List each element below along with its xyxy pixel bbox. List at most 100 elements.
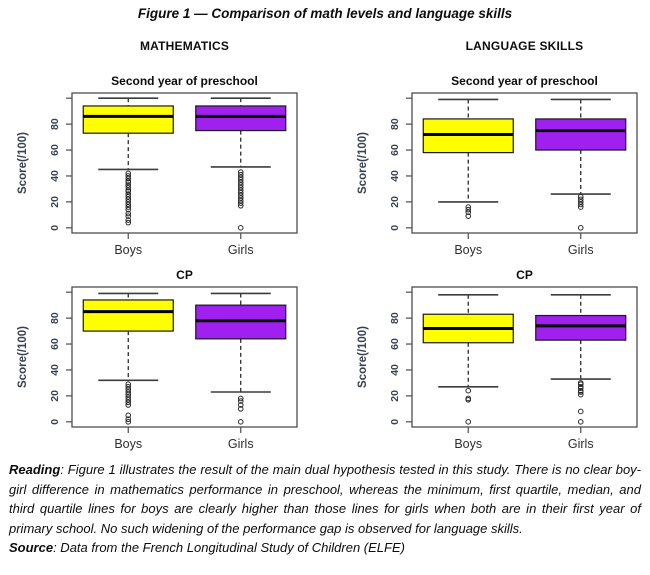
outlier-point [577, 408, 584, 415]
outlier-point [577, 419, 584, 425]
outlier-point [577, 389, 584, 395]
subplot-title: Second year of preschool [451, 74, 598, 88]
y-tick-label: 20 [389, 390, 401, 402]
plot-frame [71, 92, 298, 234]
y-tick-label: 80 [389, 312, 401, 324]
outlier-point [125, 386, 132, 393]
outlier-point [125, 394, 132, 400]
iqr-box-girls [535, 118, 627, 151]
figure-title: Figure 1 — Comparison of math levels and… [137, 6, 513, 21]
outlier-point [237, 202, 244, 209]
outlier-point [125, 389, 132, 395]
outlier-point [577, 199, 584, 205]
outlier-point [237, 200, 244, 206]
reading-paragraph: Reading: Figure 1 illustrates the result… [9, 460, 641, 538]
outlier-point [465, 396, 472, 403]
plot-frame [411, 92, 638, 234]
category-label-girls: Girls [568, 437, 594, 451]
outlier-point [237, 395, 244, 402]
outlier-point [577, 381, 584, 388]
outlier-point [465, 213, 472, 219]
plot-frame [411, 286, 638, 428]
outlier-point [125, 416, 132, 423]
subplot-title: CP [176, 268, 193, 282]
iqr-box-boys [82, 105, 174, 134]
boxplot-svg: CP 0 20 40 60 80 Score(/100) Boys Girls [357, 268, 638, 451]
subplot-title: CP [516, 268, 533, 282]
y-tick-label: 20 [49, 196, 61, 208]
iqr-box-boys [82, 299, 174, 332]
outlier-point [125, 170, 132, 177]
outlier-point [237, 406, 244, 412]
y-axis-title: Score(/100) [357, 132, 369, 194]
outlier-point [237, 192, 244, 199]
outlier-point [237, 171, 244, 178]
outlier-point [125, 182, 132, 188]
y-tick-label: 20 [49, 390, 61, 402]
outlier-point [125, 175, 132, 182]
outlier-point [465, 387, 472, 394]
y-axis-title: Score(/100) [17, 132, 29, 194]
outlier-point [125, 384, 132, 390]
iqr-box-girls [195, 105, 287, 132]
y-tick-label: 60 [49, 338, 61, 350]
outlier-point [125, 412, 132, 419]
outlier-point [237, 419, 244, 425]
y-tick-label: 40 [389, 170, 401, 182]
y-axis-title: Score(/100) [17, 326, 29, 388]
y-tick-label: 80 [49, 118, 61, 130]
y-tick-label: 40 [389, 364, 401, 376]
outlier-point [237, 225, 244, 231]
outlier-point [465, 204, 472, 210]
outlier-point [125, 184, 132, 191]
outlier-point [577, 196, 584, 203]
outlier-point [237, 398, 244, 404]
outlier-point [125, 179, 132, 186]
outlier-point [237, 187, 244, 194]
source-text: : Data from the French Longitudinal Stud… [53, 540, 405, 555]
outlier-point [237, 174, 244, 181]
outlier-point [237, 179, 244, 186]
source-label: Source [9, 540, 54, 555]
category-label-girls: Girls [228, 437, 254, 451]
boxplot-language-preschool: Second year of preschool 0 20 40 60 80 Score(/… [352, 71, 642, 263]
boxplot-svg: Second year of preschool 0 20 40 60 80 Score(/… [17, 74, 298, 257]
outlier-point [237, 197, 244, 204]
outlier-point [125, 191, 132, 197]
y-tick-label: 60 [49, 144, 61, 156]
outlier-point [237, 169, 244, 175]
reading-text: : Figure 1 illustrates the result of the… [9, 462, 641, 536]
subplot-title: Second year of preschool [111, 74, 258, 88]
outlier-point [125, 204, 132, 210]
y-tick-label: 60 [389, 144, 401, 156]
boxplot-mathematics-preschool: Second year of preschool 0 20 40 60 80 Score(/… [12, 71, 302, 263]
y-tick-label: 0 [389, 419, 401, 425]
outlier-point [237, 182, 244, 188]
outlier-point [125, 173, 132, 179]
outlier-point [577, 193, 584, 200]
plot-frame [71, 286, 298, 428]
outlier-point [577, 391, 584, 398]
outlier-point [577, 204, 584, 210]
y-tick-label: 0 [49, 419, 61, 425]
y-tick-label: 0 [389, 225, 401, 231]
outlier-point [237, 177, 244, 183]
boxplot-language-cp: CP 0 20 40 60 80 Score(/100) Boys Girls [352, 265, 642, 457]
y-axis-title: Score(/100) [357, 326, 369, 388]
outlier-point [125, 402, 132, 408]
category-label-girls: Girls [228, 243, 254, 257]
outlier-point [577, 225, 584, 231]
outlier-point [125, 206, 132, 213]
outlier-point [237, 195, 244, 201]
boxplot-svg: Second year of preschool 0 20 40 60 80 Score(/… [357, 74, 638, 257]
reading-label: Reading [9, 462, 61, 477]
outlier-point [125, 217, 132, 223]
outlier-point [237, 402, 244, 408]
y-tick-label: 40 [49, 364, 61, 376]
outlier-point [125, 196, 132, 203]
outlier-point [125, 399, 132, 406]
iqr-box-girls [535, 314, 627, 341]
source-paragraph: Source: Data from the French Longitudina… [9, 538, 641, 558]
outlier-point [125, 199, 132, 205]
